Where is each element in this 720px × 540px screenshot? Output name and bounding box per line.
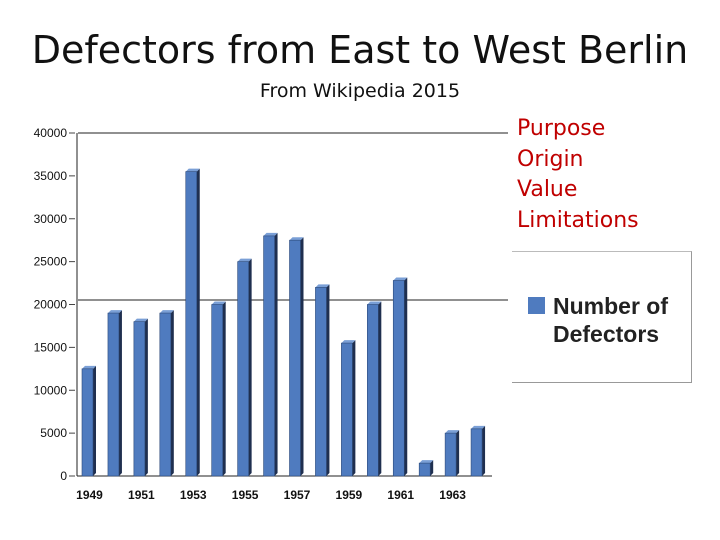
note-value: Value	[517, 177, 578, 202]
bar-side	[404, 277, 408, 476]
x-tick-label: 1949	[76, 488, 103, 502]
bar-1956	[263, 235, 275, 477]
bar-side	[482, 425, 486, 476]
bar-top	[289, 237, 304, 241]
y-tick-label: 5000	[40, 426, 67, 440]
bar-top	[393, 277, 408, 281]
bar-side	[352, 340, 356, 476]
bar-side	[196, 168, 200, 476]
y-tick-label: 0	[60, 469, 67, 483]
slide-title: Defectors from East to West Berlin	[31, 28, 689, 72]
bar-1959	[341, 342, 353, 477]
bar-top	[341, 340, 356, 344]
x-tick-label: 1959	[336, 488, 363, 502]
bar-1962	[418, 462, 431, 477]
bar-top	[419, 460, 434, 464]
bar-1955	[237, 261, 249, 477]
bar-top	[237, 258, 252, 262]
x-tick-label: 1957	[284, 488, 311, 502]
bar-side	[248, 258, 252, 476]
bar-top	[315, 284, 330, 288]
x-tick-label: 1961	[387, 488, 414, 502]
x-tick-label: 1953	[180, 488, 207, 502]
y-tick-label: 25000	[34, 255, 68, 269]
bar-side	[456, 430, 460, 476]
bar-1958	[315, 287, 327, 477]
note-purpose: Purpose	[517, 116, 606, 141]
legend-swatch	[528, 297, 545, 314]
legend-box	[512, 251, 692, 383]
y-tick-label: 20000	[34, 298, 68, 312]
bar-1952	[159, 312, 172, 477]
bar-side	[274, 232, 278, 476]
bar-top	[133, 318, 148, 322]
bar-1964	[470, 428, 483, 477]
bar-1954	[211, 304, 223, 477]
bar-side	[300, 237, 304, 476]
x-tick-label: 1963	[439, 488, 466, 502]
bar-side	[144, 318, 148, 476]
bar-side	[93, 365, 96, 476]
y-tick-label: 35000	[34, 169, 68, 183]
y-tick-label: 10000	[34, 383, 68, 397]
x-tick-label: 1951	[128, 488, 155, 502]
slide-subtitle: From Wikipedia 2015	[259, 80, 461, 102]
x-tick-label: 1955	[232, 488, 259, 502]
bar-side	[170, 310, 174, 476]
bar-1963	[444, 432, 457, 477]
bar-top	[107, 310, 122, 314]
bar-1961	[392, 280, 405, 477]
y-tick-label: 30000	[34, 212, 68, 226]
bar-top	[471, 425, 486, 429]
bar-side	[430, 460, 434, 476]
note-origin: Origin	[517, 146, 584, 172]
bar-side	[326, 284, 330, 476]
evaluation-notes: Purpose Origin Value Limitations	[517, 114, 639, 236]
bar-top	[211, 301, 226, 305]
y-tick-label: 15000	[34, 340, 68, 354]
y-tick-label: 40000	[34, 126, 68, 140]
bar-top	[82, 365, 96, 369]
bar-side	[378, 301, 382, 476]
bar-1949	[81, 368, 94, 477]
bar-1951	[133, 321, 146, 477]
bar-top	[367, 301, 382, 305]
bar-1953	[185, 171, 198, 477]
bar-top	[159, 310, 174, 314]
bar-side	[222, 301, 226, 476]
legend-label: Number of Defectors	[553, 293, 668, 347]
bar-1960	[367, 304, 379, 477]
bar-1957	[289, 239, 301, 477]
bar-side	[118, 310, 122, 476]
bar-top	[185, 168, 200, 172]
bar-top	[263, 232, 278, 236]
bar-top	[445, 430, 460, 434]
bar-1950	[107, 312, 120, 477]
note-limitations: Limitations	[517, 207, 639, 233]
